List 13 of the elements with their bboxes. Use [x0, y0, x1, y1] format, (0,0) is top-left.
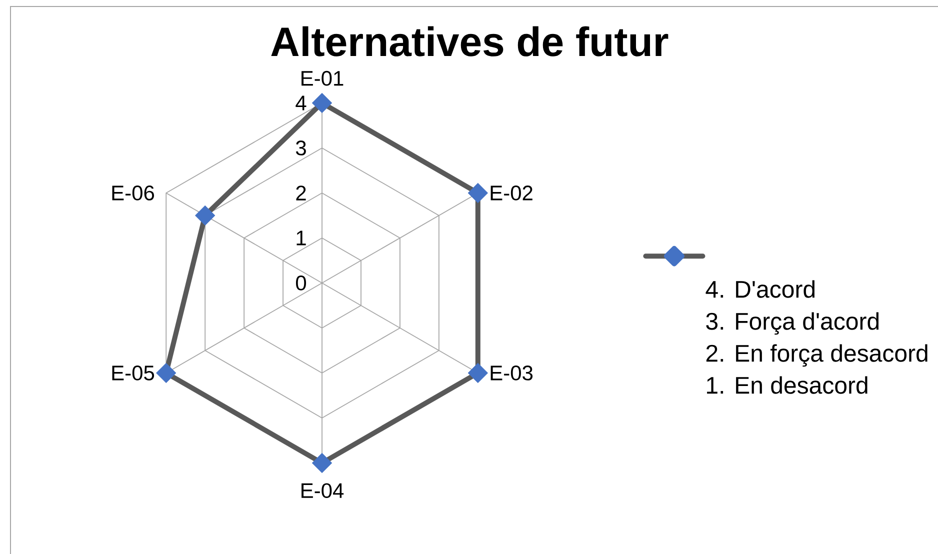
- y-tick-label: 0: [296, 276, 306, 290]
- chart-title: Alternatives de futur: [271, 26, 668, 56]
- spoke-label: E-06: [112, 186, 154, 200]
- spoke-label: E-05: [112, 366, 154, 380]
- spoke-label: E-02: [490, 186, 532, 200]
- spoke-label: E-03: [490, 366, 533, 380]
- y-tick-label: 2: [296, 186, 306, 200]
- y-tick-label: 1: [296, 230, 306, 246]
- spoke-label: E-04: [302, 483, 344, 498]
- spoke-label: E-01: [302, 70, 344, 86]
- y-tick-label: 3: [296, 140, 306, 156]
- y-tick-label: 4: [296, 96, 306, 110]
- text: 4. D'acord 3. Força d'acord 2. En força desacord 1. En desacord: [706, 280, 928, 394]
